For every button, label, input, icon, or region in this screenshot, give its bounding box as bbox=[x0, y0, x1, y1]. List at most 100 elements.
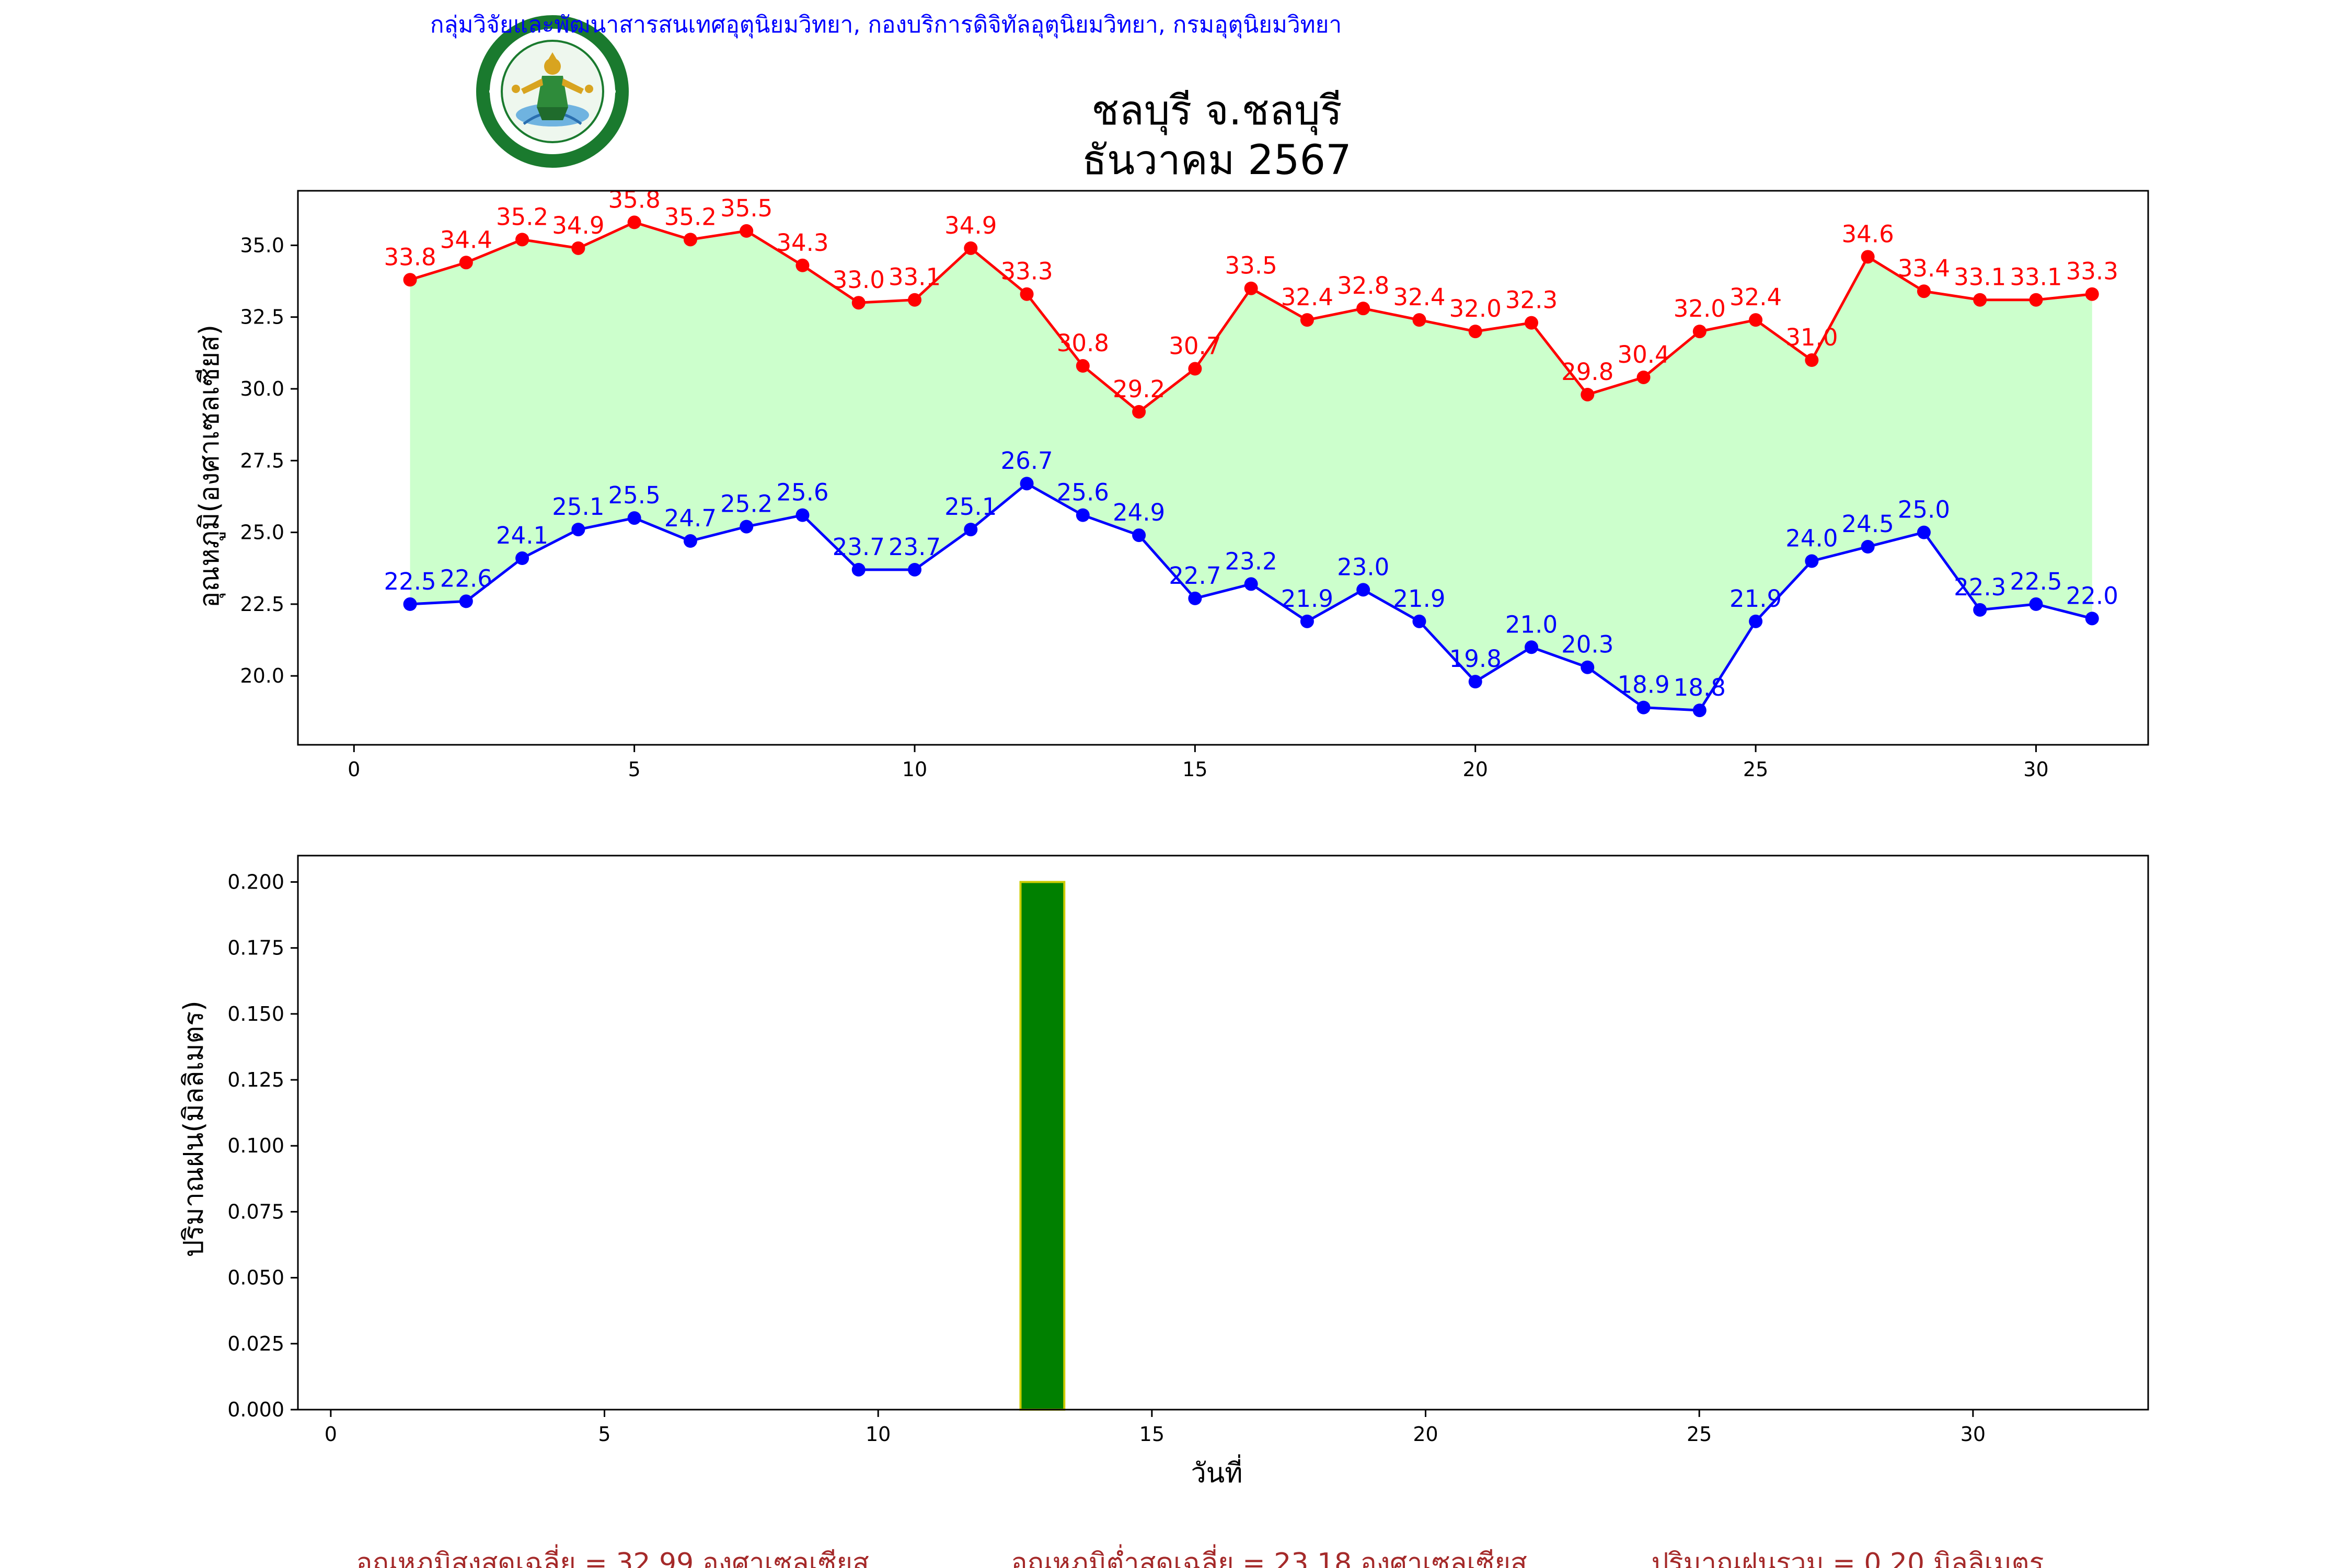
max-temp-data-label: 32.3 bbox=[1505, 286, 1558, 314]
temperature-points bbox=[403, 215, 2099, 718]
min-temp-data-label: 18.8 bbox=[1674, 674, 1726, 701]
temperature-x-axis: 0 5 10 15 20 25 30 bbox=[348, 745, 2049, 781]
max-temp-point bbox=[627, 215, 641, 229]
min-temp-data-label: 20.3 bbox=[1561, 631, 1613, 659]
y-tick-label: 35.0 bbox=[240, 234, 284, 257]
min-temp-data-label: 24.0 bbox=[1785, 524, 1838, 552]
rainfall-y-axis: 0.000 0.025 0.050 0.075 0.100 0.125 0.150 0.175… bbox=[227, 870, 298, 1421]
max-temp-data-label: 34.3 bbox=[776, 229, 828, 257]
max-temp-point bbox=[908, 293, 921, 307]
max-temp-point bbox=[1973, 293, 1987, 307]
rainfall-x-axis-label: วันที่ bbox=[1191, 1454, 1242, 1489]
min-temp-point bbox=[627, 511, 641, 525]
min-temp-point bbox=[1581, 660, 1595, 674]
summary-avg-max-temp: อุณหภูมิสูงสุดเฉลี่ย = 32.99 องศาเซลเซีย… bbox=[356, 1544, 869, 1568]
rainfall-y-axis-label: ปริมาณฝน(มิลลิเมตร) bbox=[178, 1000, 210, 1257]
min-temp-data-label: 23.0 bbox=[1337, 553, 1389, 581]
max-temp-data-label: 34.4 bbox=[440, 226, 492, 253]
temperature-y-axis: 20.0 22.5 25.0 27.5 30.0 32.5 35.0 bbox=[240, 234, 298, 687]
temperature-data-labels: 33.834.435.2 34.935.835.2 35.534.333.0 33.1… bbox=[384, 186, 2118, 701]
min-temp-data-label: 25.1 bbox=[552, 493, 604, 521]
y-tick-label: 25.0 bbox=[240, 521, 284, 544]
min-temp-data-label: 23.7 bbox=[889, 533, 941, 561]
y-tick-label: 0.150 bbox=[227, 1002, 284, 1025]
min-temp-point bbox=[1244, 577, 1258, 591]
min-temp-data-label: 23.7 bbox=[833, 533, 885, 561]
min-temp-data-label: 18.9 bbox=[1617, 671, 1669, 699]
min-temp-point bbox=[459, 594, 473, 608]
summary-avg-min-temp: อุณหภูมิต่ำสุดเฉลี่ย = 23.18 องศาเซลเซีย… bbox=[1011, 1544, 1527, 1568]
x-tick-label: 20 bbox=[1413, 1423, 1438, 1446]
max-temp-point bbox=[795, 258, 810, 272]
max-temp-data-label: 33.4 bbox=[1898, 255, 1950, 282]
min-temp-data-label: 22.6 bbox=[440, 564, 492, 592]
max-temp-data-label: 33.3 bbox=[1000, 258, 1053, 285]
min-temp-point bbox=[2085, 612, 2099, 626]
max-temp-data-label: 34.6 bbox=[1842, 220, 1894, 248]
y-tick-label: 0.000 bbox=[227, 1398, 284, 1421]
max-temp-point bbox=[1692, 325, 1707, 339]
max-temp-data-label: 33.3 bbox=[2066, 258, 2118, 285]
max-temp-point bbox=[1020, 287, 1034, 301]
temperature-chart: 33.834.435.2 34.935.835.2 35.534.333.0 33.1… bbox=[194, 186, 2149, 781]
min-temp-data-label: 22.5 bbox=[2010, 568, 2062, 595]
y-tick-label: 0.100 bbox=[227, 1134, 284, 1157]
min-temp-point bbox=[1020, 477, 1034, 491]
min-temp-point bbox=[1805, 554, 1819, 568]
y-tick-label: 0.125 bbox=[227, 1068, 284, 1091]
temperature-y-axis-label: อุณหภูมิ(องศาเซลเซียส) bbox=[194, 325, 226, 608]
max-temp-point bbox=[1132, 405, 1146, 419]
max-temp-data-label: 33.8 bbox=[384, 243, 436, 271]
rainfall-plot-frame bbox=[297, 855, 2149, 1411]
min-temp-data-label: 25.5 bbox=[608, 481, 661, 509]
max-temp-point bbox=[1581, 387, 1595, 401]
x-tick-label: 5 bbox=[628, 758, 641, 781]
max-temp-data-label: 32.4 bbox=[1730, 283, 1782, 311]
y-tick-label: 0.200 bbox=[227, 870, 284, 893]
min-temp-data-label: 24.7 bbox=[664, 504, 717, 532]
max-temp-point bbox=[1412, 313, 1426, 327]
rainfall-x-axis: 0 5 10 15 20 25 30 bbox=[325, 1410, 1986, 1446]
max-temp-data-label: 32.4 bbox=[1393, 283, 1445, 311]
min-temp-point bbox=[1412, 614, 1426, 628]
rainfall-bar bbox=[1019, 881, 1066, 1411]
min-temp-point bbox=[1525, 640, 1538, 654]
max-temp-data-label: 30.4 bbox=[1617, 341, 1669, 368]
min-temp-data-label: 26.7 bbox=[1000, 447, 1053, 475]
max-temp-data-label: 33.1 bbox=[1954, 263, 2006, 291]
y-tick-label: 30.0 bbox=[240, 377, 284, 400]
x-tick-label: 15 bbox=[1139, 1423, 1165, 1446]
x-tick-label: 25 bbox=[1743, 758, 1768, 781]
y-tick-label: 27.5 bbox=[240, 449, 284, 472]
max-temp-data-label: 30.8 bbox=[1057, 329, 1109, 357]
max-temp-data-label: 32.4 bbox=[1281, 283, 1333, 311]
x-tick-label: 5 bbox=[598, 1423, 610, 1446]
min-temp-data-label: 19.8 bbox=[1449, 645, 1502, 673]
min-temp-point bbox=[908, 562, 921, 577]
min-temp-data-label: 22.7 bbox=[1169, 562, 1221, 590]
min-temp-data-label: 21.9 bbox=[1393, 585, 1445, 613]
min-temp-point bbox=[683, 534, 697, 548]
min-temp-point bbox=[1300, 614, 1314, 628]
min-temp-data-label: 24.9 bbox=[1113, 499, 1165, 526]
max-temp-data-label: 33.0 bbox=[833, 266, 885, 294]
max-temp-point bbox=[1356, 302, 1370, 316]
min-temp-point bbox=[1468, 675, 1482, 689]
max-temp-data-label: 29.2 bbox=[1113, 375, 1165, 403]
y-tick-label: 0.050 bbox=[227, 1266, 284, 1289]
x-tick-label: 15 bbox=[1182, 758, 1207, 781]
min-temp-data-label: 25.2 bbox=[720, 490, 773, 518]
max-temp-point bbox=[683, 233, 697, 247]
min-temp-point bbox=[1861, 540, 1875, 554]
max-temp-data-label: 33.5 bbox=[1225, 252, 1277, 280]
max-temp-point bbox=[964, 241, 978, 255]
max-temp-data-label: 33.1 bbox=[2010, 263, 2062, 291]
min-temp-point bbox=[851, 562, 866, 577]
min-temp-point bbox=[1749, 614, 1763, 628]
max-temp-point bbox=[1468, 325, 1482, 339]
x-tick-label: 0 bbox=[348, 758, 360, 781]
max-temp-point bbox=[2085, 287, 2099, 301]
max-temp-point bbox=[1300, 313, 1314, 327]
min-temp-point bbox=[2029, 597, 2043, 611]
